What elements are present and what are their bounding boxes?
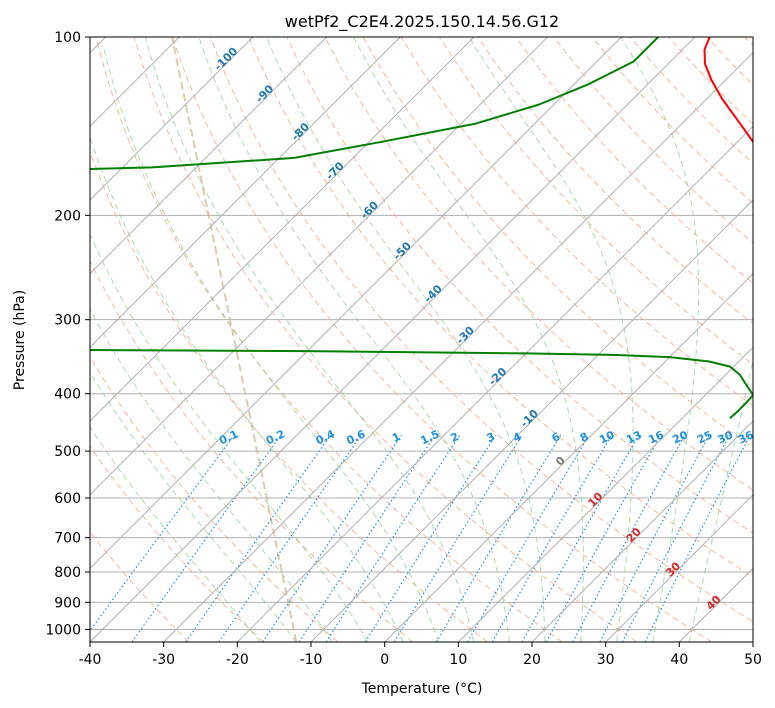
moist-adiabat xyxy=(103,49,439,642)
y-axis: 100 200 300 400 500 600 700 800 900 1000 xyxy=(45,30,90,638)
mixing-ratio-line xyxy=(621,434,731,642)
mixing-ratio-line xyxy=(185,434,332,642)
moist-adiabat xyxy=(90,370,297,642)
moist-adiabat xyxy=(688,358,753,642)
isotherm--70 xyxy=(90,37,475,422)
mixing-ratio-label: 13 xyxy=(624,428,643,446)
dry-adiabats xyxy=(90,37,753,642)
x-tick-label: -20 xyxy=(226,652,249,668)
mixing-ratio-line xyxy=(325,434,461,642)
lcl-curve-line xyxy=(171,37,298,642)
mixing-ratio-line xyxy=(90,434,235,632)
y-tick-label: 400 xyxy=(54,387,81,403)
dry-adiabat xyxy=(90,259,414,642)
moist-adiabat xyxy=(198,37,510,642)
dry-adiabat xyxy=(133,37,638,642)
isotherm--40 xyxy=(90,37,696,642)
isotherm--60 xyxy=(90,37,549,496)
dry-adiabat xyxy=(324,37,753,491)
x-tick-label: -30 xyxy=(152,652,175,668)
x-tick-label: 10 xyxy=(449,652,467,668)
moist-adiabat xyxy=(90,233,369,642)
moist-adiabat xyxy=(620,37,700,642)
isotherm-30 xyxy=(605,493,753,642)
mixing-ratio-label: 30 xyxy=(716,428,736,446)
dry-adiabat xyxy=(95,37,563,642)
y-tick-label: 600 xyxy=(54,491,81,507)
mixing-ratio-line xyxy=(218,434,362,642)
mixing-ratio-line xyxy=(364,434,497,642)
isotherm--90 xyxy=(90,37,328,275)
x-tick-label: -40 xyxy=(79,652,102,668)
mixing-ratio-line xyxy=(491,434,613,642)
moist-adiabat xyxy=(353,37,584,642)
dry-adiabat xyxy=(210,37,753,623)
dry-adiabat xyxy=(286,37,753,534)
isotherm--10 xyxy=(310,199,753,642)
moist-adiabat xyxy=(90,135,404,642)
chart-title: wetPf2_C2E4.2025.150.14.56.G12 xyxy=(285,12,559,32)
isotherm--30 xyxy=(163,51,753,642)
dry-adiabat xyxy=(90,445,264,642)
y-axis-title: Pressure (hPa) xyxy=(12,290,28,390)
isotherm--100 xyxy=(90,37,254,201)
dry-adiabat xyxy=(90,356,339,642)
profile-series xyxy=(90,37,753,419)
grid-lines xyxy=(90,37,753,630)
y-tick-label: 1000 xyxy=(45,622,81,638)
temperature-profile xyxy=(703,37,753,145)
x-axis-title: Temperature (°C) xyxy=(361,681,483,697)
x-tick-label: 30 xyxy=(597,652,615,668)
moist-adiabat xyxy=(266,37,546,642)
mixing-ratio-line xyxy=(435,434,562,642)
dry-adiabat xyxy=(515,37,753,284)
dry-adiabat xyxy=(248,37,753,578)
mixing-ratio-label: 10 xyxy=(597,428,617,446)
lcl-curve xyxy=(171,37,298,642)
moist-adiabat xyxy=(90,426,261,642)
x-tick-label: 0 xyxy=(380,652,389,668)
mixing-ratio-label: 20 xyxy=(671,428,691,446)
y-tick-label: 800 xyxy=(54,565,81,581)
isotherm-20 xyxy=(531,420,753,642)
moist-adiabat xyxy=(90,308,333,642)
isotherm--20 xyxy=(236,125,753,642)
x-tick-label: 20 xyxy=(523,652,541,668)
mixing-ratio-line xyxy=(545,434,662,642)
mixing-ratio-label: 25 xyxy=(695,428,714,446)
mixing-ratio-line xyxy=(572,434,686,642)
plot-frame xyxy=(89,36,754,643)
y-tick-label: 100 xyxy=(54,30,81,46)
y-tick-label: 900 xyxy=(54,595,81,611)
moist-adiabat xyxy=(144,37,475,642)
y-tick-label: 700 xyxy=(54,531,81,547)
x-tick-label: -10 xyxy=(300,652,323,668)
isotherm--50 xyxy=(90,37,622,570)
mixing-ratio-line xyxy=(521,434,640,642)
y-tick-label: 300 xyxy=(54,313,81,329)
mixing-ratio-label: 36 xyxy=(736,428,756,446)
mixing-ratio-line xyxy=(644,434,751,642)
dewpoint-profile xyxy=(90,37,753,419)
isotherm-10 xyxy=(457,346,753,642)
mixing-ratio-label: 16 xyxy=(646,428,666,446)
x-tick-label: 50 xyxy=(744,652,762,668)
dry-adiabat xyxy=(171,37,712,642)
y-tick-label: 200 xyxy=(54,208,81,224)
x-axis: -40 -30 -20 -10 0 10 20 30 40 50 xyxy=(79,642,762,668)
mixing-ratio-line xyxy=(466,434,590,642)
isotherm--80 xyxy=(90,37,401,349)
y-tick-label: 500 xyxy=(54,444,81,460)
mixing-ratio-lines xyxy=(90,434,751,642)
skewed-isotherms xyxy=(90,37,753,642)
x-tick-label: 40 xyxy=(670,652,688,668)
isotherm-0 xyxy=(384,272,753,642)
